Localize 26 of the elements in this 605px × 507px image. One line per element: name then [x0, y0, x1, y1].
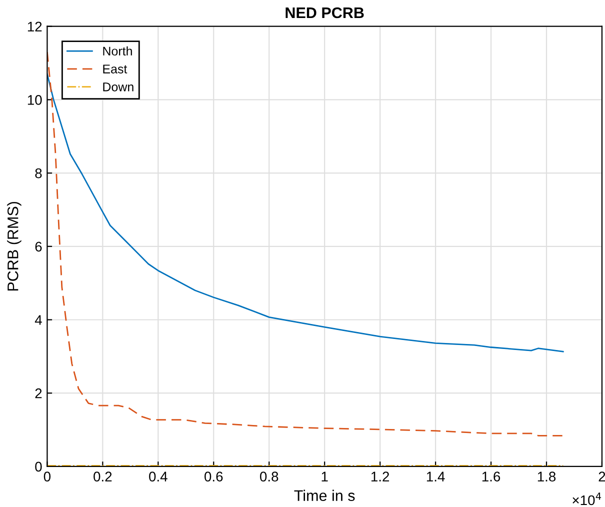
- x-tick-label: 0.6: [204, 472, 223, 482]
- x-tick-label: 1.4: [426, 472, 445, 482]
- text: ×10$^{4}$: [572, 492, 602, 506]
- x-tick-label: 0.2: [94, 472, 112, 482]
- x-tick-label: 0.8: [260, 472, 278, 482]
- line-series: [47, 73, 564, 352]
- y-axis-title: PCRB (RMS): [7, 202, 22, 291]
- y-tick-label: 8: [35, 168, 42, 178]
- x-tick-label: 1.6: [482, 472, 500, 482]
- y-tick-label: 12: [28, 22, 42, 32]
- chart-title: NED PCRB: [286, 7, 364, 18]
- legend-label: Down: [103, 82, 134, 92]
- x-tick-label: 1: [322, 472, 328, 482]
- x-tick-label: 2: [598, 472, 605, 482]
- x-axis-title: Time in s: [294, 490, 355, 502]
- legend-label: East: [103, 64, 128, 74]
- x-tick-label: 1.2: [371, 472, 390, 482]
- y-tick-label: 6: [35, 242, 42, 252]
- y-tick-label: 0: [35, 462, 42, 472]
- legend-label: North: [103, 46, 132, 56]
- x-tick-label: 1.8: [538, 472, 556, 482]
- y-tick-label: 4: [34, 315, 42, 325]
- y-tick-label: 10: [28, 95, 42, 105]
- y-tick-label: 2: [35, 388, 42, 398]
- x-tick-label: 0: [44, 472, 51, 482]
- x-tick-label: 0.4: [149, 472, 168, 482]
